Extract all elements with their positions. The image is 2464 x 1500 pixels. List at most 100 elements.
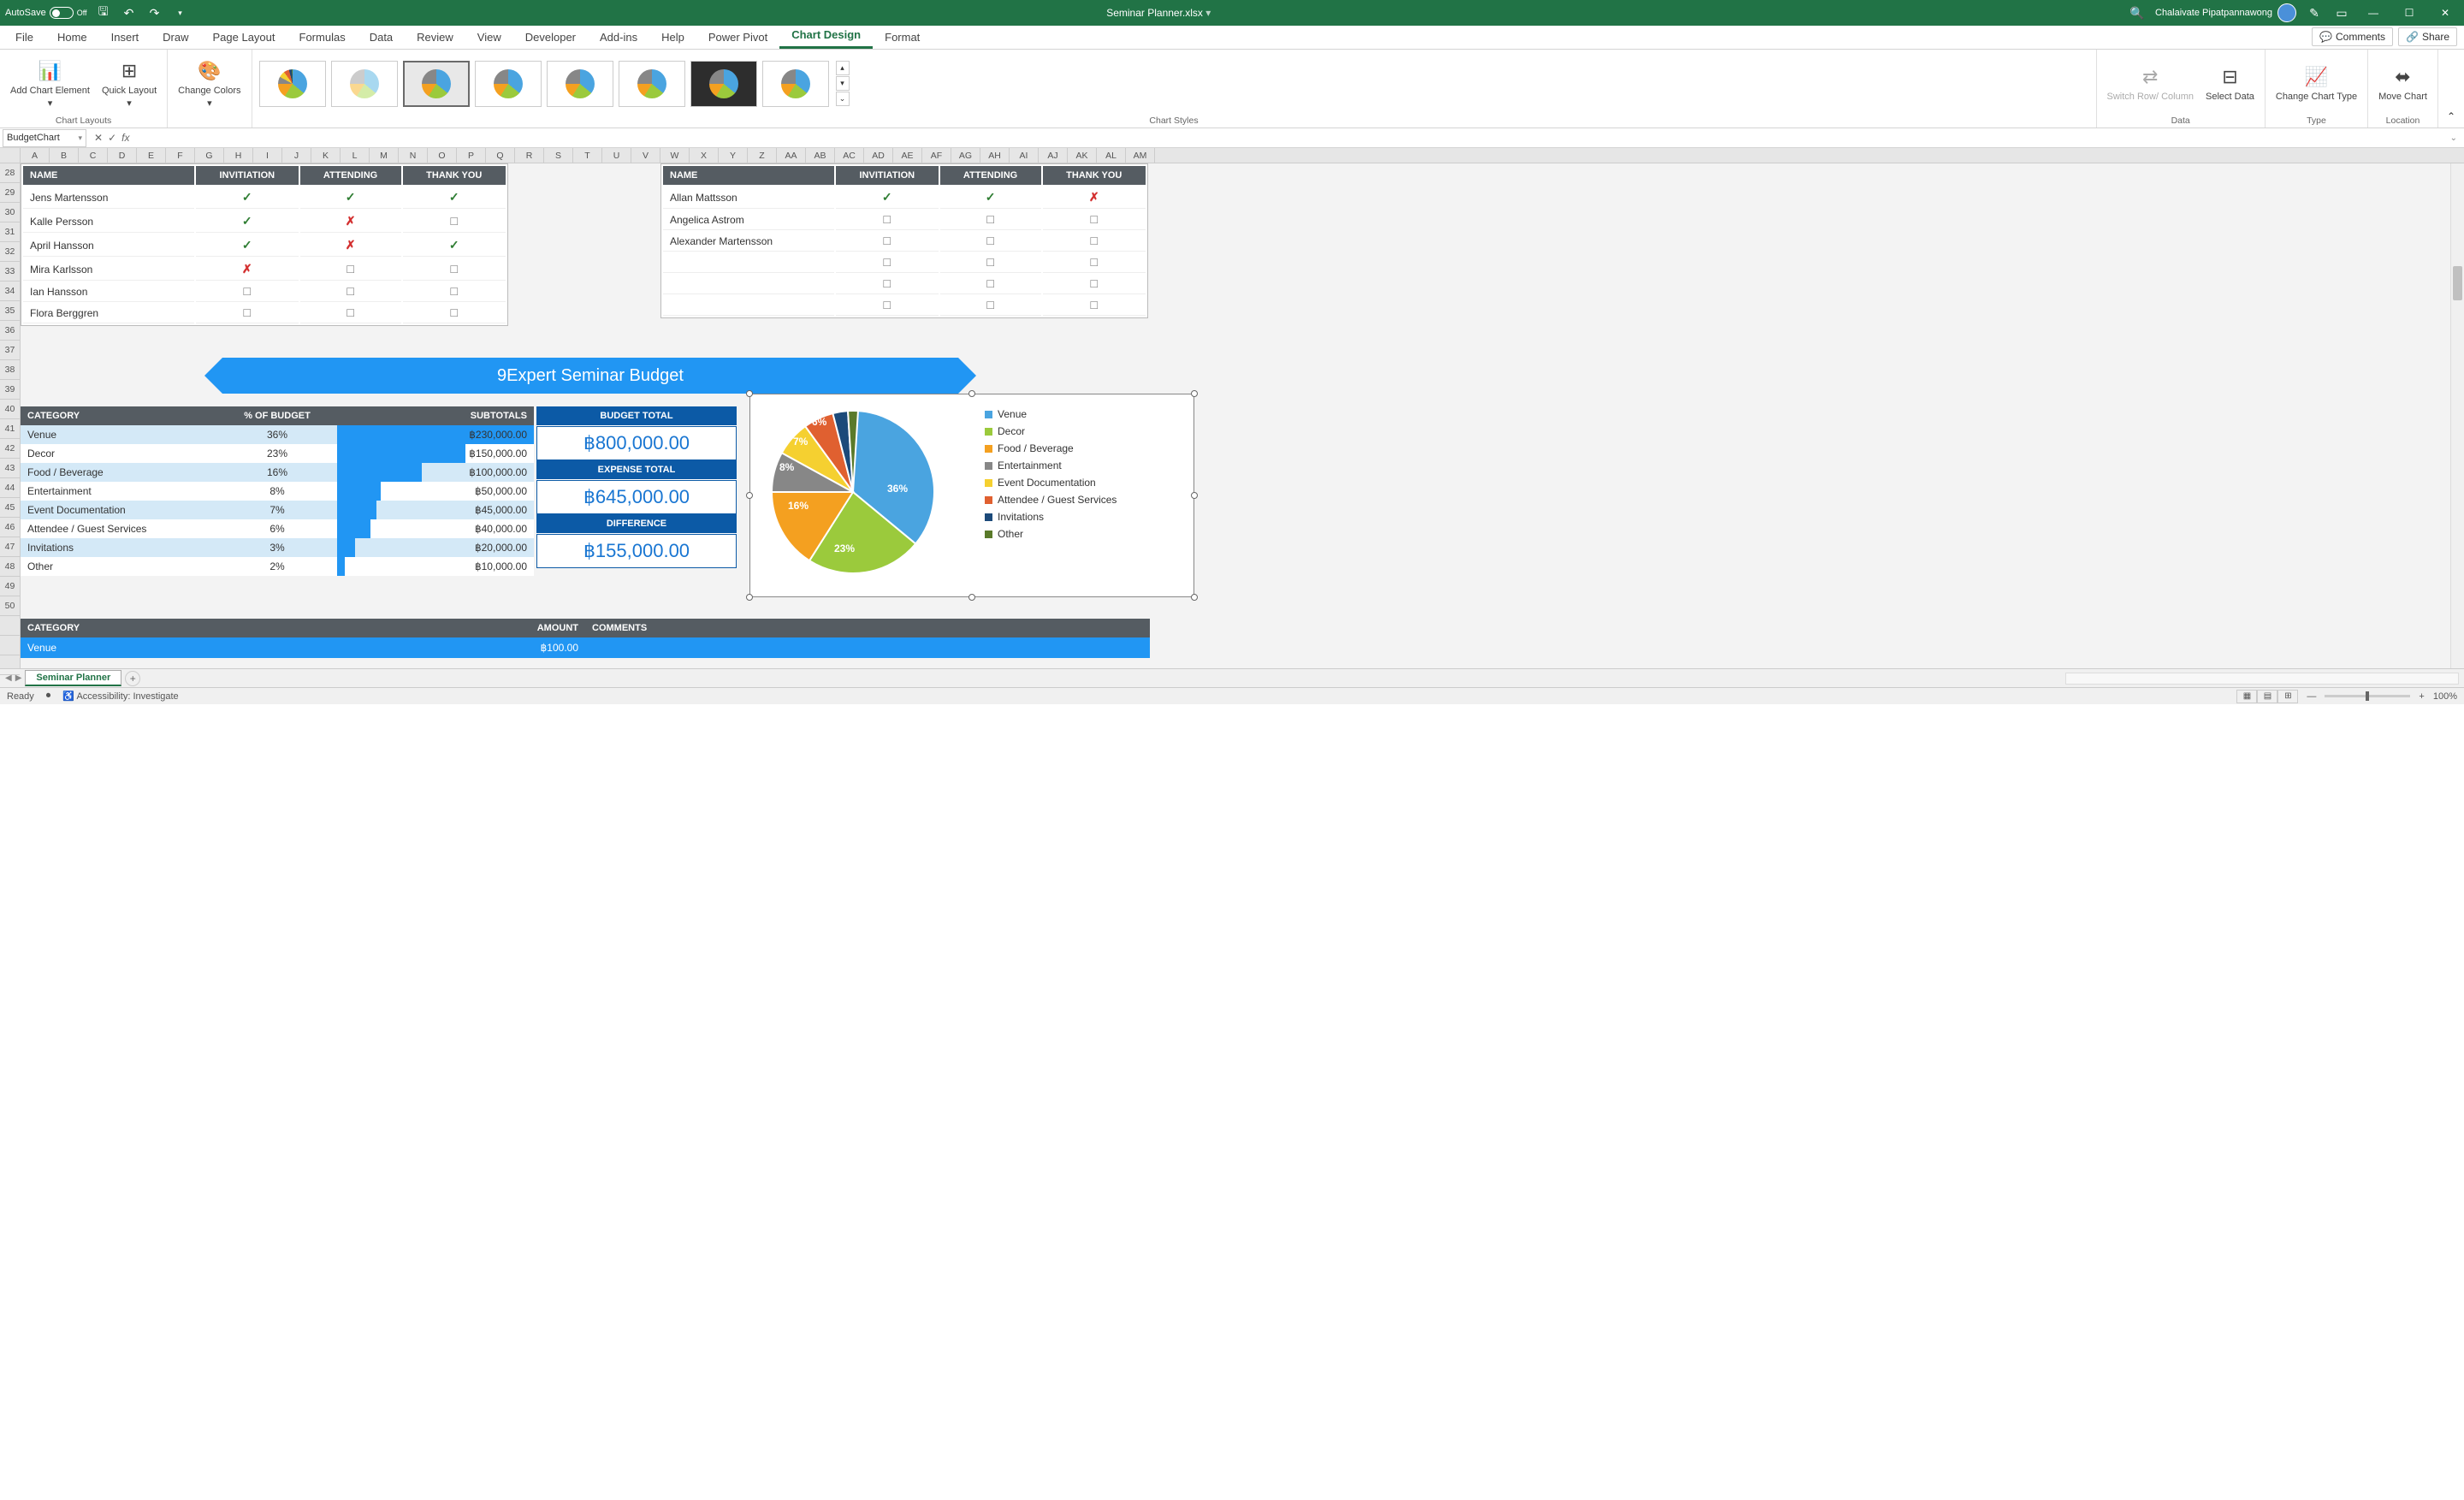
ribbon-tabs: FileHomeInsertDrawPage LayoutFormulasDat… bbox=[0, 26, 2464, 50]
cancel-formula-icon[interactable]: ✕ bbox=[94, 132, 103, 144]
formula-expand-icon[interactable]: ⌄ bbox=[2443, 133, 2464, 143]
chart-legend: VenueDecorFood / BeverageEntertainmentEv… bbox=[985, 408, 1116, 545]
ribbon-tab-add-ins[interactable]: Add-ins bbox=[588, 26, 649, 49]
minimize-button[interactable]: — bbox=[2360, 1, 2387, 25]
ribbon-tab-page-layout[interactable]: Page Layout bbox=[201, 26, 287, 49]
chart-style-6[interactable] bbox=[619, 61, 685, 107]
ribbon-tab-format[interactable]: Format bbox=[873, 26, 932, 49]
accessibility-status[interactable]: ♿ Accessibility: Investigate bbox=[62, 691, 178, 702]
ribbon-tab-chart-design[interactable]: Chart Design bbox=[779, 23, 873, 49]
chart-style-1[interactable] bbox=[259, 61, 326, 107]
ribbon-tab-developer[interactable]: Developer bbox=[513, 26, 588, 49]
ribbon-tab-home[interactable]: Home bbox=[45, 26, 99, 49]
styles-up-button[interactable]: ▴ bbox=[836, 61, 850, 75]
status-bar: Ready ⏺ ♿ Accessibility: Investigate ▦ ▤… bbox=[0, 687, 2464, 704]
zoom-level[interactable]: 100% bbox=[2433, 691, 2457, 702]
budget-banner: 9Expert Seminar Budget bbox=[222, 358, 958, 394]
formula-input[interactable] bbox=[134, 129, 2443, 147]
chart-style-5[interactable] bbox=[547, 61, 613, 107]
row-headers[interactable]: 2829303132333435363738394041424344454647… bbox=[0, 163, 21, 668]
normal-view-button[interactable]: ▦ bbox=[2236, 690, 2257, 703]
styles-down-button[interactable]: ▾ bbox=[836, 76, 850, 91]
undo-icon[interactable]: ↶ bbox=[120, 3, 139, 22]
redo-icon[interactable]: ↷ bbox=[145, 3, 164, 22]
move-chart-button[interactable]: ⬌Move Chart bbox=[2375, 62, 2431, 104]
totals-panel: BUDGET TOTAL ฿800,000.00 EXPENSE TOTAL ฿… bbox=[536, 406, 737, 568]
ribbon-tab-help[interactable]: Help bbox=[649, 26, 696, 49]
ribbon-tab-view[interactable]: View bbox=[465, 26, 513, 49]
svg-text:23%: 23% bbox=[834, 542, 855, 554]
zoom-in-button[interactable]: + bbox=[2419, 691, 2424, 702]
add-chart-element-button[interactable]: 📊Add Chart Element ▾ bbox=[7, 56, 93, 110]
chart-style-2[interactable] bbox=[331, 61, 398, 107]
sheet-nav-prev[interactable]: ◀ bbox=[5, 673, 12, 683]
expense-total-label: EXPENSE TOTAL bbox=[536, 460, 737, 480]
worksheet[interactable]: NAMEINVITIATIONATTENDINGTHANK YOUJens Ma… bbox=[21, 163, 2450, 668]
add-sheet-button[interactable]: + bbox=[125, 671, 140, 686]
search-icon[interactable]: 🔍 bbox=[2128, 3, 2147, 22]
ribbon-display-icon[interactable]: ▭ bbox=[2332, 3, 2351, 22]
vertical-scrollbar[interactable] bbox=[2450, 163, 2464, 668]
svg-text:36%: 36% bbox=[887, 483, 908, 495]
status-ready: Ready bbox=[7, 691, 34, 702]
page-break-view-button[interactable]: ⊞ bbox=[2277, 690, 2298, 703]
chart-style-4[interactable] bbox=[475, 61, 542, 107]
ribbon-tab-draw[interactable]: Draw bbox=[151, 26, 200, 49]
pie-chart-svg: 36%23%16%8%7%6% bbox=[767, 406, 939, 578]
close-button[interactable]: ✕ bbox=[2431, 1, 2459, 25]
file-title: Seminar Planner.xlsx ▾ bbox=[190, 7, 2128, 19]
budget-total-label: BUDGET TOTAL bbox=[536, 406, 737, 426]
autosave-toggle[interactable]: AutoSave Off bbox=[5, 7, 87, 19]
sheet-tab-bar: ◀▶ Seminar Planner + bbox=[0, 668, 2464, 687]
select-data-button[interactable]: ⊟Select Data bbox=[2202, 62, 2258, 104]
fx-icon[interactable]: fx bbox=[121, 132, 129, 144]
share-button[interactable]: 🔗 Share bbox=[2398, 27, 2457, 46]
maximize-button[interactable]: ☐ bbox=[2396, 1, 2423, 25]
styles-more-button[interactable]: ⌄ bbox=[836, 92, 850, 106]
change-chart-type-button[interactable]: 📈Change Chart Type bbox=[2272, 62, 2360, 104]
data-group-label: Data bbox=[2104, 114, 2258, 126]
chart-style-8[interactable] bbox=[762, 61, 829, 107]
comments-button[interactable]: 💬 Comments bbox=[2312, 27, 2393, 46]
difference-label: DIFFERENCE bbox=[536, 514, 737, 534]
page-layout-view-button[interactable]: ▤ bbox=[2257, 690, 2277, 703]
column-headers[interactable]: ABCDEFGHIJKLMNOPQRSTUVWXYZAAABACADAEAFAG… bbox=[0, 148, 2464, 163]
location-group-label: Location bbox=[2375, 114, 2431, 126]
ribbon-tab-data[interactable]: Data bbox=[358, 26, 405, 49]
ribbon-tab-file[interactable]: File bbox=[3, 26, 45, 49]
ribbon-tab-power-pivot[interactable]: Power Pivot bbox=[696, 26, 779, 49]
difference-value: ฿155,000.00 bbox=[536, 534, 737, 568]
horizontal-scrollbar[interactable] bbox=[2065, 673, 2459, 685]
sheet-nav-next[interactable]: ▶ bbox=[15, 673, 22, 683]
ribbon-tab-insert[interactable]: Insert bbox=[99, 26, 151, 49]
qat-dropdown-icon[interactable]: ▾ bbox=[171, 3, 190, 22]
ribbon-tab-review[interactable]: Review bbox=[405, 26, 465, 49]
formula-bar-row: BudgetChart▾ ✕ ✓ fx ⌄ bbox=[0, 128, 2464, 148]
budget-pie-chart[interactable]: 36%23%16%8%7%6% VenueDecorFood / Beverag… bbox=[749, 394, 1194, 597]
macros-icon[interactable]: ⏺ bbox=[46, 691, 51, 702]
enter-formula-icon[interactable]: ✓ bbox=[108, 132, 116, 144]
collapse-ribbon-icon[interactable]: ⌃ bbox=[2438, 50, 2464, 127]
svg-text:6%: 6% bbox=[812, 416, 827, 428]
quick-layout-button[interactable]: ⊞Quick Layout ▾ bbox=[98, 56, 160, 110]
chart-style-7[interactable] bbox=[690, 61, 757, 107]
type-group-label: Type bbox=[2272, 114, 2360, 126]
guest-table-1: NAMEINVITIATIONATTENDINGTHANK YOUJens Ma… bbox=[21, 163, 508, 326]
drawing-icon[interactable]: ✎ bbox=[2305, 3, 2324, 22]
switch-row-col-button[interactable]: ⇄Switch Row/ Column bbox=[2104, 62, 2197, 104]
title-bar: AutoSave Off 🖫 ↶ ↷ ▾ Seminar Planner.xls… bbox=[0, 0, 2464, 26]
ribbon-tab-formulas[interactable]: Formulas bbox=[287, 26, 358, 49]
zoom-out-button[interactable]: — bbox=[2307, 691, 2316, 702]
chart-styles-label: Chart Styles bbox=[259, 114, 2089, 126]
expense-total-value: ฿645,000.00 bbox=[536, 480, 737, 514]
zoom-slider[interactable] bbox=[2325, 695, 2410, 697]
chart-style-3[interactable] bbox=[403, 61, 470, 107]
guest-table-2: NAMEINVITIATIONATTENDINGTHANK YOUAllan M… bbox=[660, 163, 1148, 318]
change-colors-button[interactable]: 🎨Change Colors ▾ bbox=[175, 56, 244, 110]
sheet-tab-seminar-planner[interactable]: Seminar Planner bbox=[25, 670, 121, 686]
ribbon: 📊Add Chart Element ▾ ⊞Quick Layout ▾ Cha… bbox=[0, 50, 2464, 128]
budget-total-value: ฿800,000.00 bbox=[536, 426, 737, 460]
account-user[interactable]: Chalaivate Pipatpannawong bbox=[2155, 3, 2296, 22]
save-icon[interactable]: 🖫 bbox=[94, 3, 113, 22]
name-box[interactable]: BudgetChart▾ bbox=[3, 129, 86, 147]
